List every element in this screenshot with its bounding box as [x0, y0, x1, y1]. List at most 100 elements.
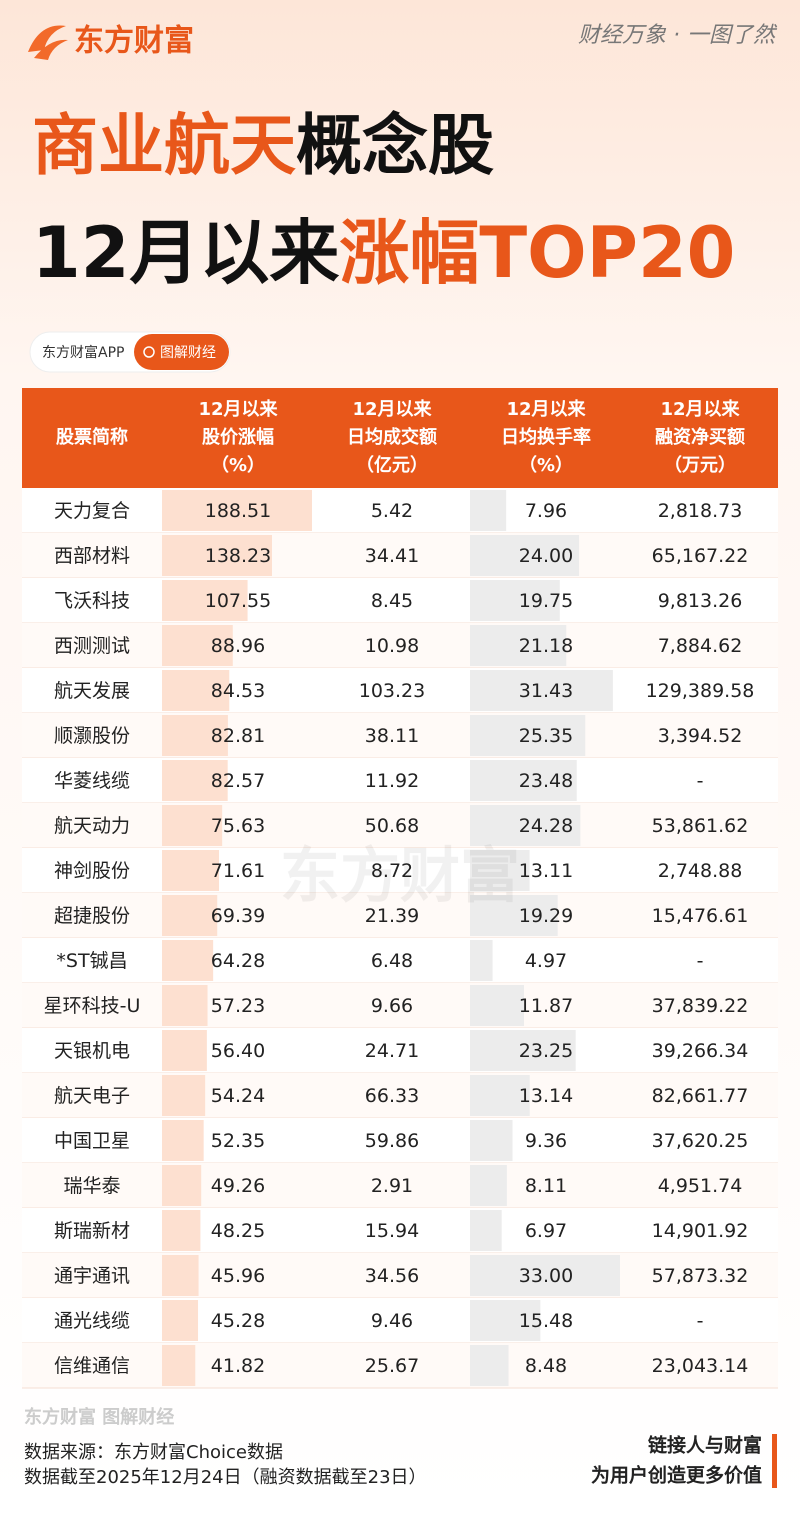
stock-name: 中国卫星: [54, 1130, 130, 1152]
cell-value: 138.23: [205, 545, 271, 567]
data-bar: [162, 805, 223, 846]
cell-value: 48.25: [211, 1220, 265, 1242]
column-header: 日均成交额: [347, 426, 437, 448]
data-bar: [162, 670, 230, 711]
title-start: 12月以来: [32, 212, 339, 294]
footer-watermark: 东方财富 图解财经: [24, 1406, 174, 1428]
title-line2: 12月以来涨幅TOP20: [32, 212, 735, 294]
data-bar: [470, 1165, 507, 1206]
data-bar: [162, 580, 248, 621]
row-bg: [22, 848, 778, 893]
cell-value: 2.91: [371, 1175, 413, 1197]
cell-value: 107.55: [205, 590, 271, 612]
cell-value: 31.43: [519, 680, 573, 702]
cell-value: 8.48: [525, 1355, 567, 1377]
cell-value: -: [697, 770, 704, 792]
column-header: 融资净买额: [655, 426, 745, 448]
row-bg: [22, 1073, 778, 1118]
cell-value: 8.72: [371, 860, 413, 882]
cell-value: 50.68: [365, 815, 419, 837]
cell-value: 75.63: [211, 815, 265, 837]
column-header: （亿元）: [356, 454, 428, 476]
title-line1: 商业航天概念股: [32, 107, 494, 184]
logo: 东方财富: [74, 24, 194, 59]
cell-value: 82.57: [211, 770, 265, 792]
stock-name: 超捷股份: [54, 905, 130, 927]
cell-value: 84.53: [211, 680, 265, 702]
cell-value: 71.61: [211, 860, 265, 882]
stock-name: 顺灏股份: [54, 725, 130, 747]
data-bar: [470, 490, 507, 531]
row-bg: [22, 758, 778, 803]
badge-app: 东方财富APP: [42, 344, 124, 361]
cell-value: 19.75: [519, 590, 573, 612]
data-bar: [162, 760, 228, 801]
cell-value: 24.71: [365, 1040, 419, 1062]
data-bar: [162, 490, 312, 531]
cell-value: 9.36: [525, 1130, 567, 1152]
cell-value: 10.98: [365, 635, 419, 657]
row-bg: [22, 713, 778, 758]
data-bar: [470, 1030, 576, 1071]
cell-value: 11.87: [519, 995, 573, 1017]
stock-name: 西测测试: [54, 635, 130, 657]
data-bar: [162, 1165, 202, 1206]
cell-value: 2,748.88: [658, 860, 743, 882]
row-bg: [22, 803, 778, 848]
cell-value: 23.48: [519, 770, 573, 792]
data-bar: [162, 1120, 204, 1161]
cell-value: 34.56: [365, 1265, 419, 1287]
data-bar: [162, 625, 233, 666]
search-icon: [143, 346, 155, 358]
column-header: 股价涨幅: [201, 426, 274, 448]
tagline: 链接人与财富: [648, 1434, 762, 1457]
title-highlight: 商业航天: [32, 107, 296, 184]
stock-name: 天力复合: [54, 500, 130, 522]
cell-value: 5.42: [371, 500, 413, 522]
data-bar: [470, 850, 530, 891]
cell-value: 34.41: [365, 545, 419, 567]
cell-value: 23.25: [519, 1040, 573, 1062]
stock-name: 神剑股份: [54, 860, 130, 882]
stock-name: 星环科技-U: [44, 995, 141, 1017]
cell-value: 9.46: [371, 1310, 413, 1332]
stock-name: 斯瑞新材: [54, 1220, 130, 1242]
cell-value: 45.96: [211, 1265, 265, 1287]
column-header: （%）: [211, 455, 265, 476]
cell-value: 39,266.34: [652, 1040, 749, 1062]
cell-value: 82.81: [211, 725, 265, 747]
cell-value: 41.82: [211, 1355, 265, 1377]
cell-value: 9,813.26: [658, 590, 743, 612]
cell-value: 23,043.14: [652, 1355, 749, 1377]
row-bg: [22, 983, 778, 1028]
stock-name: 天银机电: [54, 1040, 130, 1062]
cell-value: 57,873.32: [652, 1265, 749, 1287]
stock-name: 西部材料: [54, 545, 130, 567]
cell-value: 3,394.52: [658, 725, 743, 747]
row-bg: [22, 533, 778, 578]
row-bg: [22, 1253, 778, 1298]
data-bar: [162, 940, 214, 981]
cell-value: 56.40: [211, 1040, 265, 1062]
row-bg: [22, 1028, 778, 1073]
data-bar: [470, 940, 493, 981]
cell-value: 7,884.62: [658, 635, 743, 657]
cell-value: 24.28: [519, 815, 573, 837]
row-bg: [22, 488, 778, 533]
data-bar: [470, 1300, 541, 1341]
cell-value: 13.14: [519, 1085, 573, 1107]
data-bar: [470, 715, 586, 756]
tagline-bar: [772, 1434, 777, 1488]
cell-value: 188.51: [205, 500, 271, 522]
cell-value: 66.33: [365, 1085, 419, 1107]
cell-value: 88.96: [211, 635, 265, 657]
data-bar: [470, 535, 580, 576]
cell-value: 24.00: [519, 545, 573, 567]
data-bar: [162, 1030, 207, 1071]
cell-value: 4.97: [525, 950, 567, 972]
cell-value: 25.67: [365, 1355, 419, 1377]
title-rest: 概念股: [296, 107, 494, 184]
cell-value: 15.94: [365, 1220, 419, 1242]
cell-value: 38.11: [365, 725, 419, 747]
